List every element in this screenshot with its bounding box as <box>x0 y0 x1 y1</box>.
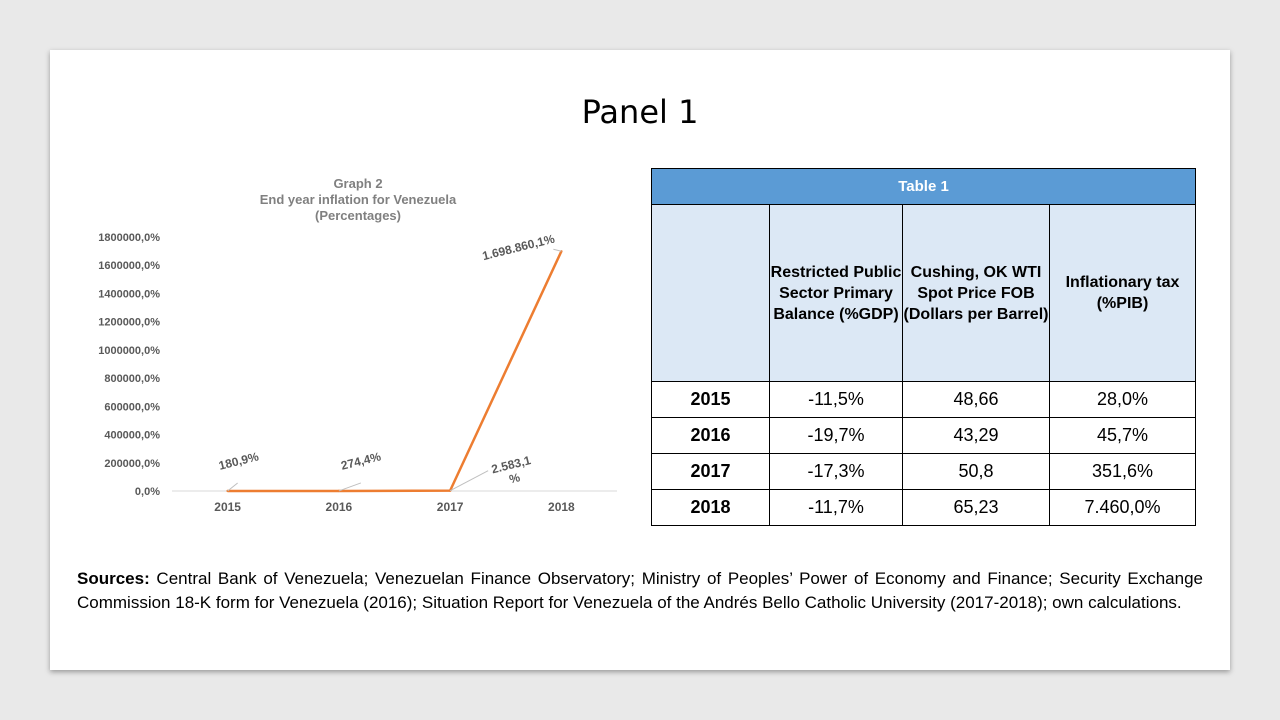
table-cell: 351,6% <box>1048 453 1197 490</box>
table-header-row: Restricted Public Sector Primary Balance… <box>651 204 1197 382</box>
table-header-cell: Restricted Public Sector Primary Balance… <box>769 204 903 382</box>
data-label: 1.698.860,1% <box>481 232 557 264</box>
table-cell: 2017 <box>651 453 770 490</box>
panel-title: Panel 1 <box>581 93 699 131</box>
y-tick-label: 1800000,0% <box>98 232 160 244</box>
table-caption: Table 1 <box>650 168 1197 205</box>
y-tick-label: 400000,0% <box>104 430 160 442</box>
table-cell: 2015 <box>651 381 770 418</box>
table-cell: 50,8 <box>902 453 1050 490</box>
chart-title: Graph 2 <box>333 176 383 191</box>
sources-text: Central Bank of Venezuela; Venezuelan Fi… <box>77 569 1203 612</box>
x-tick-label: 2017 <box>437 500 464 514</box>
y-tick-label: 1000000,0% <box>98 345 160 357</box>
y-tick-label: 800000,0% <box>104 373 160 385</box>
table-row: 2017 -17,3% 50,8 351,6% <box>651 453 1197 490</box>
y-tick-label: 1600000,0% <box>98 260 160 272</box>
data-label: 180,9% <box>217 449 260 473</box>
table-1: Table 1 Restricted Public Sector Primary… <box>650 168 1197 526</box>
data-label: 2.583,1% <box>490 453 536 490</box>
table-row: 2018 -11,7% 65,23 7.460,0% <box>651 489 1197 526</box>
table-cell: -11,7% <box>769 489 903 526</box>
table-cell: -17,3% <box>769 453 903 490</box>
y-tick-label: 200000,0% <box>104 458 160 470</box>
table-cell: 48,66 <box>902 381 1050 418</box>
table-header-cell: Inflationary tax (%PIB) <box>1048 204 1197 382</box>
table-row: 2015 -11,5% 48,66 28,0% <box>651 381 1197 418</box>
x-tick-label: 2015 <box>214 500 241 514</box>
table-cell: 2016 <box>651 417 770 454</box>
x-tick-label: 2018 <box>548 500 575 514</box>
table-cell: 45,7% <box>1048 417 1197 454</box>
data-label-leader <box>553 248 562 252</box>
y-tick-label: 0,0% <box>135 486 160 498</box>
table-cell: 28,0% <box>1048 381 1197 418</box>
table-cell: -19,7% <box>769 417 903 454</box>
chart-subtitle-line-1: End year inflation for Venezuela <box>259 192 457 207</box>
data-label: 274,4% <box>339 449 382 473</box>
y-tick-label: 1400000,0% <box>98 288 160 300</box>
table-row: 2016 -19,7% 43,29 45,7% <box>651 417 1197 454</box>
table-cell: 65,23 <box>902 489 1050 526</box>
table-cell: -11,5% <box>769 381 903 418</box>
table-header-cell <box>651 204 770 382</box>
sources-label: Sources: <box>77 569 150 588</box>
chart-title-block: Graph 2 End year inflation for Venezuela… <box>200 176 516 224</box>
data-label-leader <box>227 482 238 492</box>
data-label-leader <box>338 482 362 492</box>
y-tick-label: 1200000,0% <box>98 317 160 329</box>
x-tick-label: 2016 <box>326 500 353 514</box>
chart-subtitle-line-2: (Percentages) <box>315 208 401 223</box>
sources-note: Sources: Central Bank of Venezuela; Vene… <box>77 567 1203 615</box>
table-cell: 2018 <box>651 489 770 526</box>
data-label-leader <box>449 470 489 492</box>
table-header-cell: Cushing, OK WTI Spot Price FOB (Dollars … <box>902 204 1050 382</box>
table-cell: 43,29 <box>902 417 1050 454</box>
series-line <box>227 250 563 493</box>
table-cell: 7.460,0% <box>1048 489 1197 526</box>
y-tick-label: 600000,0% <box>104 401 160 413</box>
data-table: Table 1 Restricted Public Sector Primary… <box>650 168 1197 526</box>
inflation-line-chart: 0,0% 200000,0% 400000,0% 600000,0% 800000,0%… <box>98 232 617 514</box>
